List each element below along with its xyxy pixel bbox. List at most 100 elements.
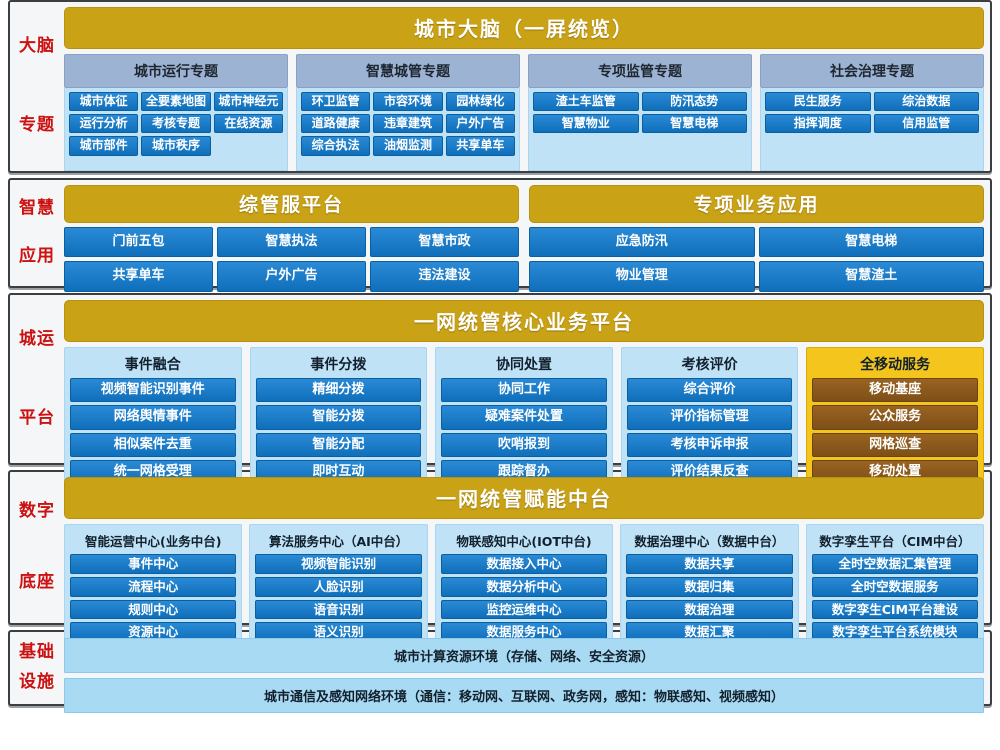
column-title: 全移动服务 [860,357,931,373]
topic-chip[interactable]: 渣土车监管 [533,92,639,112]
center-chip[interactable]: 事件中心 [70,554,237,574]
topic-chip[interactable]: 综合执法 [301,136,371,156]
section-label-line-2: 设施 [19,672,55,693]
center-chip[interactable]: 人脸识别 [255,576,422,597]
column-assessment-evaluation[interactable]: 考核评价 综合评价 评价指标管理 考核申诉申报 评价结果反查 ▪▪▪▪▪▪ [620,347,799,503]
app-chip[interactable]: 应急防汛 [529,227,755,258]
group-city-operation[interactable]: 城市运行专题 城市体征 全要素地图 城市神经元 运行分析 考核专题 在线资源 城… [64,54,288,171]
center-chip[interactable]: 全时空数据服务 [811,576,979,597]
center-chip[interactable]: 数据共享 [626,554,793,574]
topic-chip[interactable]: 违章建筑 [373,114,443,134]
topic-chip[interactable]: 智慧物业 [533,114,639,134]
feature-chip[interactable]: 协同工作 [441,378,607,403]
topic-chip[interactable]: 城市神经元 [213,92,283,112]
topic-chip[interactable]: 油烟监测 [373,136,443,156]
feature-chip[interactable]: 综合评价 [626,378,793,403]
app-chip[interactable]: 共享单车 [64,261,213,292]
topic-chip[interactable]: 园林绿化 [445,92,515,112]
column-title: 智能运营中心(业务中台) [84,534,222,549]
center-chip[interactable]: 规则中心 [70,599,237,620]
column-intelligent-operation-center[interactable]: 智能运营中心(业务中台) 事件中心 流程中心 规则中心 资源中心 [64,524,243,652]
topic-chip[interactable]: 考核专题 [141,114,211,134]
infrastructure-network-row[interactable]: 城市通信及感知网络环境（通信：移动网、互联网、政务网，感知：物联感知、视频感知） [64,678,984,713]
topic-chip[interactable]: 城市体征 [69,92,139,112]
feature-chip[interactable]: 评价指标管理 [626,405,793,430]
comprehensive-platform-items: 门前五包 智慧执法 智慧市政 共享单车 户外广告 违法建设 [64,227,519,292]
center-chip[interactable]: 数据接入中心 [440,554,608,574]
topic-chip[interactable]: 指挥调度 [765,114,871,134]
section-city-brain: 大脑 专题 城市大脑（一屏统览） 城市运行专题 城市体征 全要素地图 城市神经元… [8,0,992,173]
section-label-city-operation: 城运 平台 [10,300,64,458]
center-chip[interactable]: 数据归集 [626,576,793,597]
topic-chip[interactable]: 市容环境 [373,92,443,112]
topic-chip[interactable]: 共享单车 [445,136,515,156]
topic-chip[interactable]: 在线资源 [213,114,283,134]
section-label-city-brain: 大脑 专题 [10,7,64,166]
feature-chip[interactable]: 移动基座 [812,378,978,403]
topic-chip[interactable]: 智慧电梯 [641,114,747,134]
topic-chip[interactable]: 道路健康 [301,114,371,134]
bar-special-business-app: 专项业务应用 [529,185,984,223]
section-label-line-1: 城运 [19,328,55,349]
feature-chip[interactable]: 考核申诉申报 [626,432,793,457]
topic-chip[interactable]: 户外广告 [445,114,515,134]
center-chip[interactable]: 数字孪生平台系统模块 [811,622,979,642]
topic-chip[interactable]: 全要素地图 [141,92,211,112]
feature-chip[interactable]: 精细分拨 [255,378,422,403]
column-title: 协同处置 [495,357,552,373]
center-chip[interactable]: 监控运维中心 [440,599,608,620]
center-chip[interactable]: 数据治理 [626,599,793,620]
section-label-digital-foundation: 数字 底座 [10,477,64,618]
column-full-mobile-service[interactable]: 全移动服务 移动基座 公众服务 网格巡查 移动处置 ▪▪▪▪▪▪ [806,347,984,503]
section-label-line-1: 数字 [19,501,55,522]
topic-chip[interactable]: 防汛态势 [641,92,747,112]
topic-chip[interactable]: 民生服务 [765,92,871,112]
group-social-governance[interactable]: 社会治理专题 民生服务 综治数据 指挥调度 信用监管 [760,54,984,171]
topic-chip[interactable]: 信用监管 [873,114,979,134]
group-special-supervision[interactable]: 专项监管专题 渣土车监管 防汛态势 智慧物业 智慧电梯 [528,54,752,171]
app-chip[interactable]: 户外广告 [217,261,366,292]
topic-chip[interactable]: 环卫监管 [301,92,371,112]
section-label-line-2: 应用 [19,246,55,267]
group-items: 环卫监管 市容环境 园林绿化 道路健康 违章建筑 户外广告 综合执法 油烟监测 … [296,88,520,171]
feature-chip[interactable]: 网格巡查 [812,432,978,457]
app-chip[interactable]: 智慧电梯 [758,227,984,258]
column-event-dispatch[interactable]: 事件分拨 精细分拨 智能分拨 智能分配 即时互动 ▪▪▪▪▪▪ [249,347,428,503]
column-algorithm-service-center[interactable]: 算法服务中心（AI中台） 视频智能识别 人脸识别 语音识别 语义识别 [249,524,428,652]
center-chip[interactable]: 资源中心 [70,622,237,642]
center-chip[interactable]: 数据分析中心 [440,576,608,597]
topic-chip[interactable]: 综治数据 [873,92,979,112]
section-label-line-1: 智慧 [19,198,55,219]
topic-chip[interactable]: 城市部件 [69,136,139,156]
center-chip[interactable]: 流程中心 [70,576,237,597]
feature-chip[interactable]: 公众服务 [812,405,978,430]
feature-chip[interactable]: 疑难案件处置 [441,405,607,430]
feature-chip[interactable]: 吹哨报到 [441,432,607,457]
column-data-governance-center[interactable]: 数据治理中心（数据中台） 数据共享 数据归集 数据治理 数据汇聚 [620,524,799,652]
center-chip[interactable]: 数字孪生CIM平台建设 [811,599,979,620]
app-chip[interactable]: 智慧渣土 [758,261,984,292]
app-chip[interactable]: 门前五包 [64,227,213,258]
column-title: 考核评价 [681,357,738,373]
feature-chip[interactable]: 视频智能识别事件 [70,378,236,403]
center-chip[interactable]: 视频智能识别 [255,554,422,574]
feature-chip[interactable]: 智能分拨 [255,405,422,430]
app-chip[interactable]: 违法建设 [370,261,519,292]
feature-chip[interactable]: 网络舆情事件 [70,405,236,430]
infrastructure-compute-row[interactable]: 城市计算资源环境（存储、网络、安全资源） [64,638,984,673]
column-iot-perception-center[interactable]: 物联感知中心(IOT中台) 数据接入中心 数据分析中心 监控运维中心 数据服务中… [434,524,614,652]
center-chip[interactable]: 语义识别 [255,622,422,642]
center-chip[interactable]: 语音识别 [255,599,422,620]
center-chip[interactable]: 数据汇聚 [626,622,793,642]
app-chip[interactable]: 智慧市政 [370,227,519,258]
app-chip[interactable]: 物业管理 [529,261,755,292]
center-chip[interactable]: 全时空数据汇集管理 [811,554,979,574]
feature-chip[interactable]: 相似案件去重 [70,432,236,457]
column-digital-twin-platform[interactable]: 数字孪生平台（CIM中台） 全时空数据汇集管理 全时空数据服务 数字孪生CIM平… [805,524,985,652]
topic-chip[interactable]: 城市秩序 [141,136,211,156]
topic-chip[interactable]: 运行分析 [69,114,139,134]
group-smart-urban-management[interactable]: 智慧城管专题 环卫监管 市容环境 园林绿化 道路健康 违章建筑 户外广告 综合执… [296,54,520,171]
app-chip[interactable]: 智慧执法 [217,227,366,258]
column-title: 事件融合 [124,357,181,373]
feature-chip[interactable]: 智能分配 [255,432,422,457]
